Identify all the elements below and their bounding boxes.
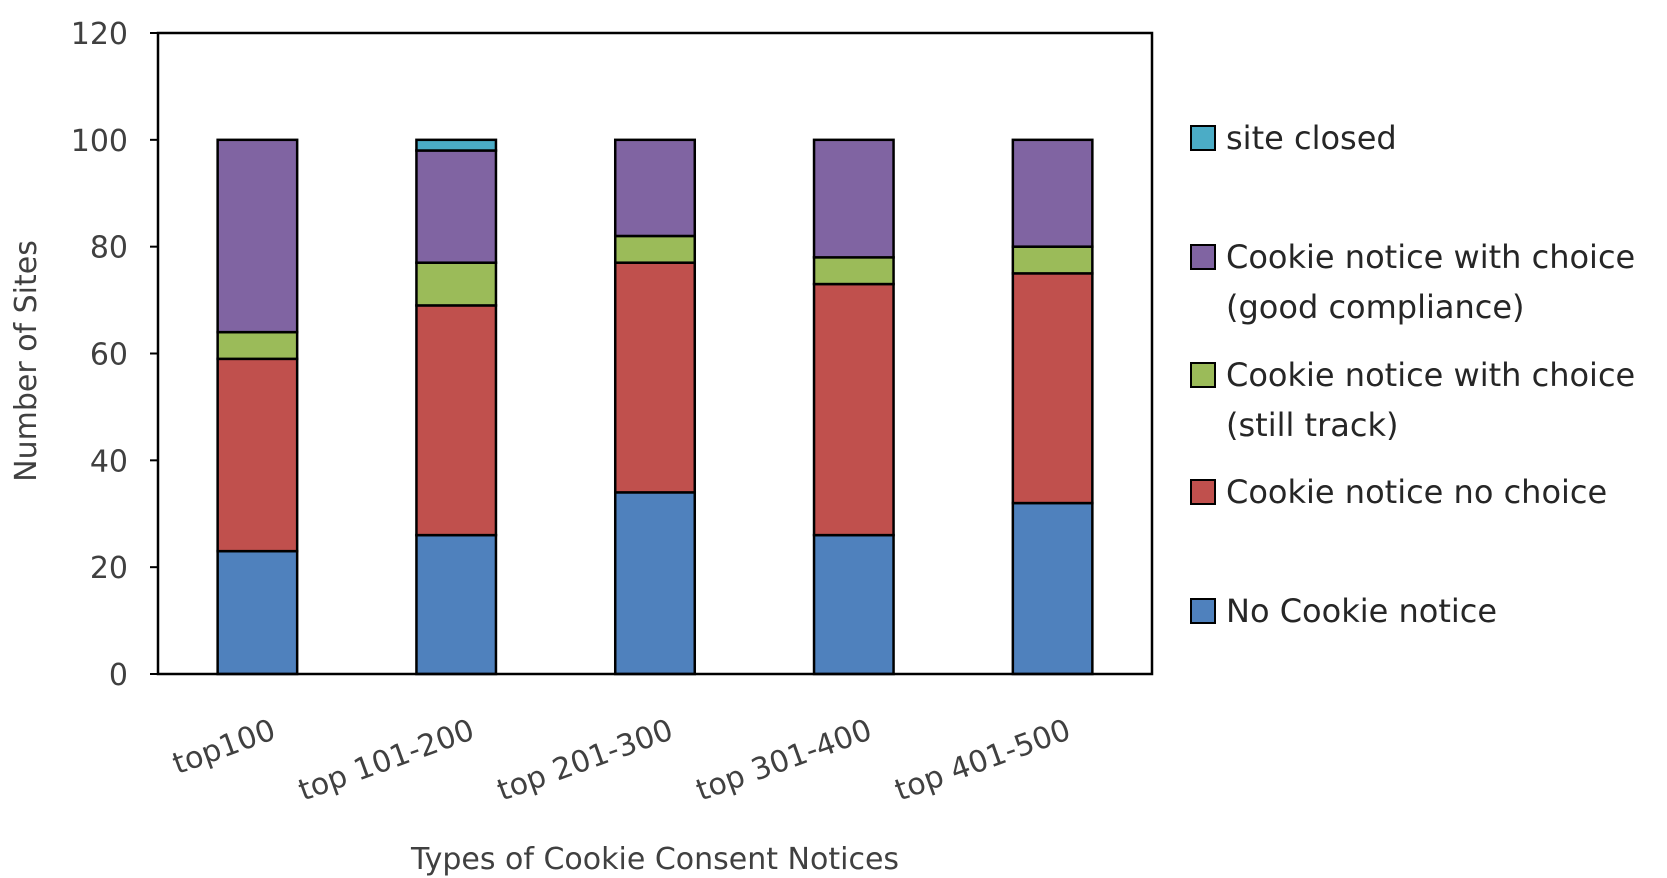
bar-segment — [216, 330, 299, 361]
bar-segment — [812, 533, 895, 676]
legend-label: (still track) — [1226, 406, 1398, 444]
x-tick-label: top 201-300 — [493, 713, 678, 809]
legend-label: No Cookie notice — [1226, 592, 1497, 630]
y-tick-label: 0 — [109, 658, 128, 693]
y-tick-label: 40 — [90, 444, 128, 479]
bar-segment — [613, 138, 697, 238]
legend-swatch — [1190, 479, 1216, 505]
legend-label: Cookie notice with choice — [1226, 356, 1635, 394]
x-tick-label: top 101-200 — [294, 713, 479, 809]
legend-label: Cookie notice with choice — [1226, 238, 1635, 276]
x-tick-label: top 401-500 — [890, 713, 1075, 809]
y-axis-title: Number of Sites — [9, 240, 44, 482]
y-tick-label: 100 — [71, 124, 128, 159]
legend-swatch — [1190, 125, 1216, 151]
bar-segment — [613, 261, 697, 494]
bar-segment — [415, 138, 498, 152]
bar-segment — [812, 138, 895, 259]
legend-label: (good compliance) — [1226, 288, 1525, 326]
bar-segment — [613, 234, 697, 264]
y-tick-label: 60 — [90, 338, 128, 373]
y-tick-label: 120 — [71, 17, 128, 52]
y-axis-ticks: 0 20 40 60 80 100 120 — [71, 17, 158, 693]
legend: site closed Cookie notice with choice (goo… — [1190, 119, 1635, 630]
x-tick-label: top 301-400 — [692, 713, 877, 809]
bar-segment — [1011, 245, 1094, 275]
legend-label: site closed — [1226, 119, 1397, 157]
bar-segment — [216, 549, 299, 676]
bar-segment — [415, 533, 498, 676]
bar-segment — [415, 304, 498, 537]
bar-segment — [415, 149, 498, 264]
y-tick-label: 80 — [90, 231, 128, 266]
x-axis-title: Types of Cookie Consent Notices — [410, 842, 899, 877]
bar-segment — [415, 261, 498, 307]
bar-segment — [1011, 138, 1094, 248]
bar-segment — [1011, 272, 1094, 505]
x-tick-label: top100 — [168, 713, 280, 782]
legend-swatch — [1190, 598, 1216, 624]
y-tick-label: 20 — [90, 551, 128, 586]
bar-segment — [216, 138, 299, 334]
x-axis-ticks: top100 top 101-200 top 201-300 top 301-400 t… — [168, 713, 1075, 809]
legend-swatch — [1190, 244, 1216, 270]
bars-layer — [216, 138, 1094, 676]
bar-segment — [216, 357, 299, 553]
legend-swatch — [1190, 362, 1216, 388]
bar-segment — [812, 282, 895, 537]
bar-segment — [1011, 501, 1094, 676]
legend-label: Cookie notice no choice — [1226, 473, 1607, 511]
bar-segment — [812, 256, 895, 286]
bar-segment — [613, 491, 697, 676]
